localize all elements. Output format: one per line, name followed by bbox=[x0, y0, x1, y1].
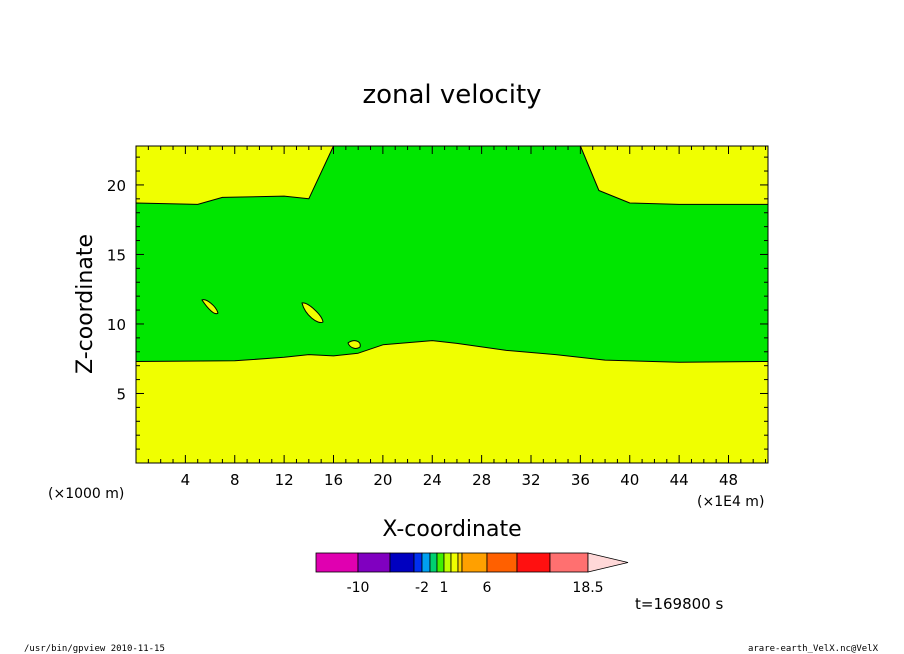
y-tick-label: 10 bbox=[107, 316, 126, 334]
x-tick-label: 16 bbox=[324, 471, 343, 489]
colorbar-labels: -10 -2 1 6 18.5 bbox=[347, 580, 604, 596]
yellow-contour-island bbox=[301, 302, 324, 324]
colorbar-swatch bbox=[436, 552, 445, 573]
yellow-contour-island bbox=[201, 299, 219, 315]
y-axis-label: Z-coordinate bbox=[73, 234, 98, 374]
colorbar-swatch bbox=[549, 552, 589, 573]
y-tick-label: 5 bbox=[116, 385, 126, 403]
contour-plot-area bbox=[135, 145, 769, 464]
x-tick-label: 8 bbox=[230, 471, 240, 489]
footer-right: arare-earth_VelX.nc@VelX bbox=[748, 644, 879, 654]
x-axis-label: X-coordinate bbox=[382, 517, 521, 542]
colorbar-swatch bbox=[486, 552, 518, 573]
x-tick-label: 24 bbox=[423, 471, 442, 489]
colorbar-label: 1 bbox=[440, 580, 449, 596]
x-tick-label: 44 bbox=[670, 471, 689, 489]
colorbar-label: 18.5 bbox=[572, 580, 603, 596]
plot-frame bbox=[135, 145, 769, 464]
colorbar-swatch bbox=[357, 552, 391, 573]
colorbar-swatch bbox=[443, 552, 452, 573]
chart-title: zonal velocity bbox=[362, 80, 541, 110]
x-tick-labels: 4 8 12 16 20 24 28 32 36 40 44 48 bbox=[181, 471, 738, 489]
y-tick-label: 15 bbox=[107, 246, 126, 264]
colorbar-label: -2 bbox=[415, 580, 429, 596]
colorbar-swatch bbox=[413, 552, 423, 573]
colorbar-swatch bbox=[389, 552, 415, 573]
y-tick-label: 20 bbox=[107, 177, 126, 195]
z-unit-label: (×1000 m) bbox=[48, 486, 124, 502]
colorbar-swatch bbox=[450, 552, 459, 573]
time-label: t=169800 s bbox=[635, 595, 723, 613]
footer-left: /usr/bin/gpview 2010-11-15 bbox=[24, 644, 165, 654]
axis-ticks bbox=[136, 146, 768, 463]
x-tick-label: 32 bbox=[521, 471, 540, 489]
colorbar-label: 6 bbox=[483, 580, 492, 596]
colorbar-label: -10 bbox=[347, 580, 370, 596]
green-velocity-region bbox=[135, 145, 769, 363]
colorbar-extension-arrow bbox=[587, 552, 629, 573]
x-tick-label: 36 bbox=[571, 471, 590, 489]
x-tick-label: 48 bbox=[719, 471, 738, 489]
x-tick-label: 28 bbox=[472, 471, 491, 489]
yellow-contour-island bbox=[347, 340, 361, 349]
y-tick-labels: 5 10 15 20 bbox=[107, 177, 126, 404]
colorbar-swatch bbox=[461, 552, 488, 573]
colorbar-swatch bbox=[421, 552, 431, 573]
colorbar-swatch bbox=[516, 552, 551, 573]
colorbar bbox=[315, 552, 629, 573]
x-tick-label: 40 bbox=[620, 471, 639, 489]
x-tick-label: 20 bbox=[373, 471, 392, 489]
x-unit-label: (×1E4 m) bbox=[697, 494, 764, 510]
colorbar-swatch bbox=[429, 552, 438, 573]
x-tick-label: 4 bbox=[181, 471, 191, 489]
x-tick-label: 12 bbox=[275, 471, 294, 489]
colorbar-swatch bbox=[315, 552, 359, 573]
colorbar-swatch bbox=[457, 552, 463, 573]
